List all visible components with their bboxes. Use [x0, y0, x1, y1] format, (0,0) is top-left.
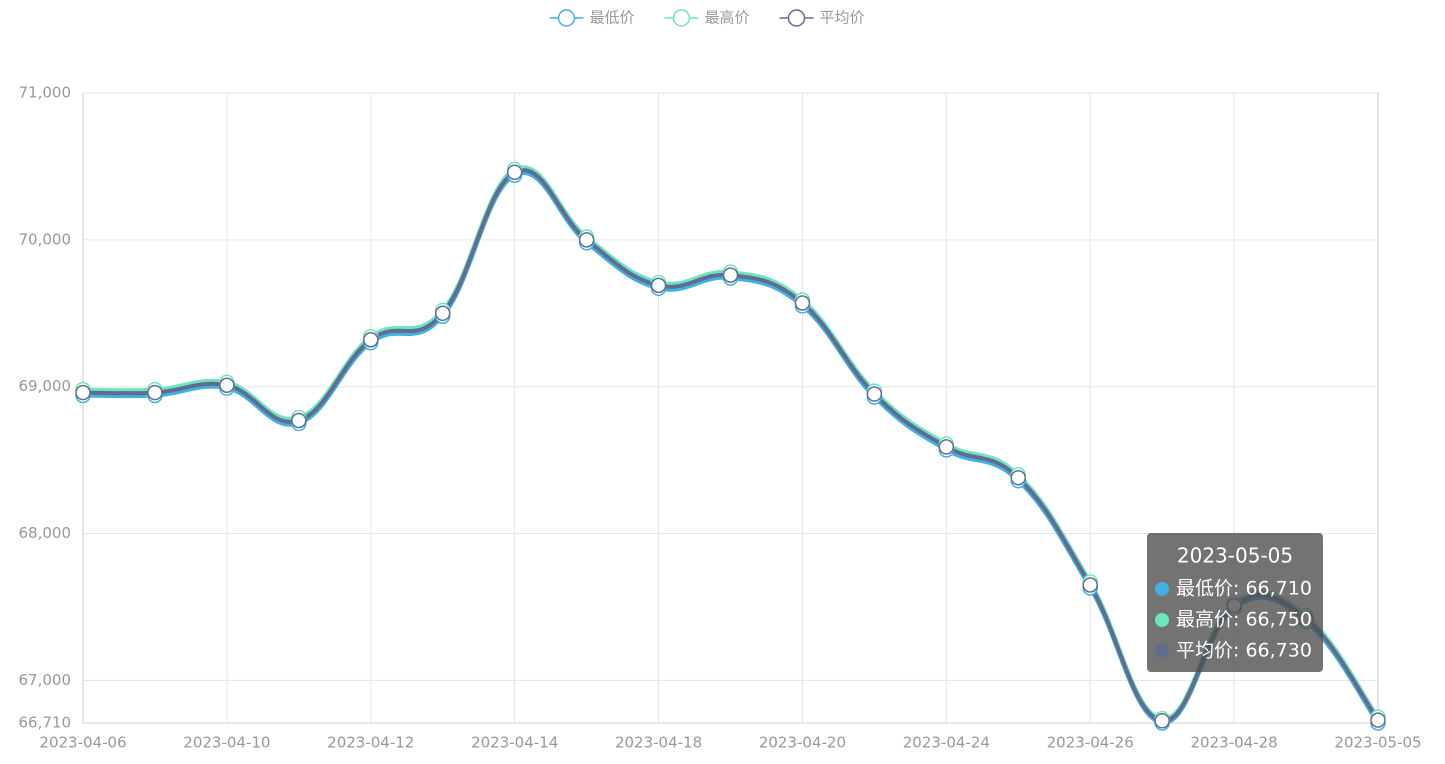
x-tick-label: 2023-04-14	[471, 734, 558, 752]
point-marker	[219, 377, 235, 393]
tooltip-title: 2023-05-05	[1177, 544, 1293, 568]
tooltip: 2023-05-05 最低价: 66,710 最高价: 66,750 平均价: 66,…	[1147, 533, 1323, 672]
legend-marker	[787, 9, 806, 27]
point-marker	[75, 384, 91, 401]
legend-marker	[672, 9, 691, 27]
point-marker	[147, 384, 163, 401]
tooltip-row: 最低价: 66,710	[1176, 578, 1312, 600]
point-marker	[1370, 712, 1386, 728]
point-marker	[722, 267, 739, 283]
legend-label: 平均价	[820, 9, 865, 27]
point-marker	[363, 331, 379, 348]
x-tick-label: 2023-04-26	[1047, 734, 1134, 752]
y-tick-label: 69,000	[19, 377, 72, 395]
point-marker	[1154, 713, 1170, 729]
x-tick-label: 2023-04-20	[759, 734, 846, 752]
x-tick-label: 2023-04-10	[183, 734, 270, 752]
point-marker	[794, 295, 811, 311]
x-tick-label: 2023-04-28	[1191, 734, 1278, 752]
point-marker	[866, 386, 883, 402]
x-tick-label: 2023-04-12	[327, 734, 414, 752]
x-tick-label: 2023-04-06	[39, 734, 126, 752]
y-tick-label: 71,000	[19, 84, 72, 102]
tooltip-dot	[1155, 644, 1169, 658]
tooltip-row: 最高价: 66,750	[1176, 609, 1312, 631]
point-marker	[291, 412, 307, 429]
y-tick-label: 66,710	[19, 714, 72, 732]
tooltip-box	[1147, 533, 1323, 672]
point-marker	[1010, 470, 1027, 486]
point-marker	[1082, 577, 1098, 593]
y-tick-label: 67,000	[19, 671, 72, 689]
point-marker	[578, 232, 595, 248]
legend-label: 最高价	[705, 9, 750, 27]
tooltip-dot	[1155, 582, 1169, 596]
x-tick-label: 2023-04-24	[903, 734, 990, 752]
legend-marker	[557, 9, 576, 27]
y-tick-label: 70,000	[19, 230, 72, 248]
point-marker	[938, 439, 955, 455]
point-marker	[650, 277, 667, 294]
point-marker	[434, 305, 451, 322]
point-marker	[506, 164, 523, 181]
y-tick-label: 68,000	[19, 524, 72, 542]
tooltip-row: 平均价: 66,730	[1176, 640, 1312, 662]
x-tick-label: 2023-05-05	[1334, 734, 1421, 752]
tooltip-dot	[1155, 613, 1169, 627]
legend-label: 最低价	[590, 9, 635, 27]
x-tick-label: 2023-04-18	[615, 734, 702, 752]
